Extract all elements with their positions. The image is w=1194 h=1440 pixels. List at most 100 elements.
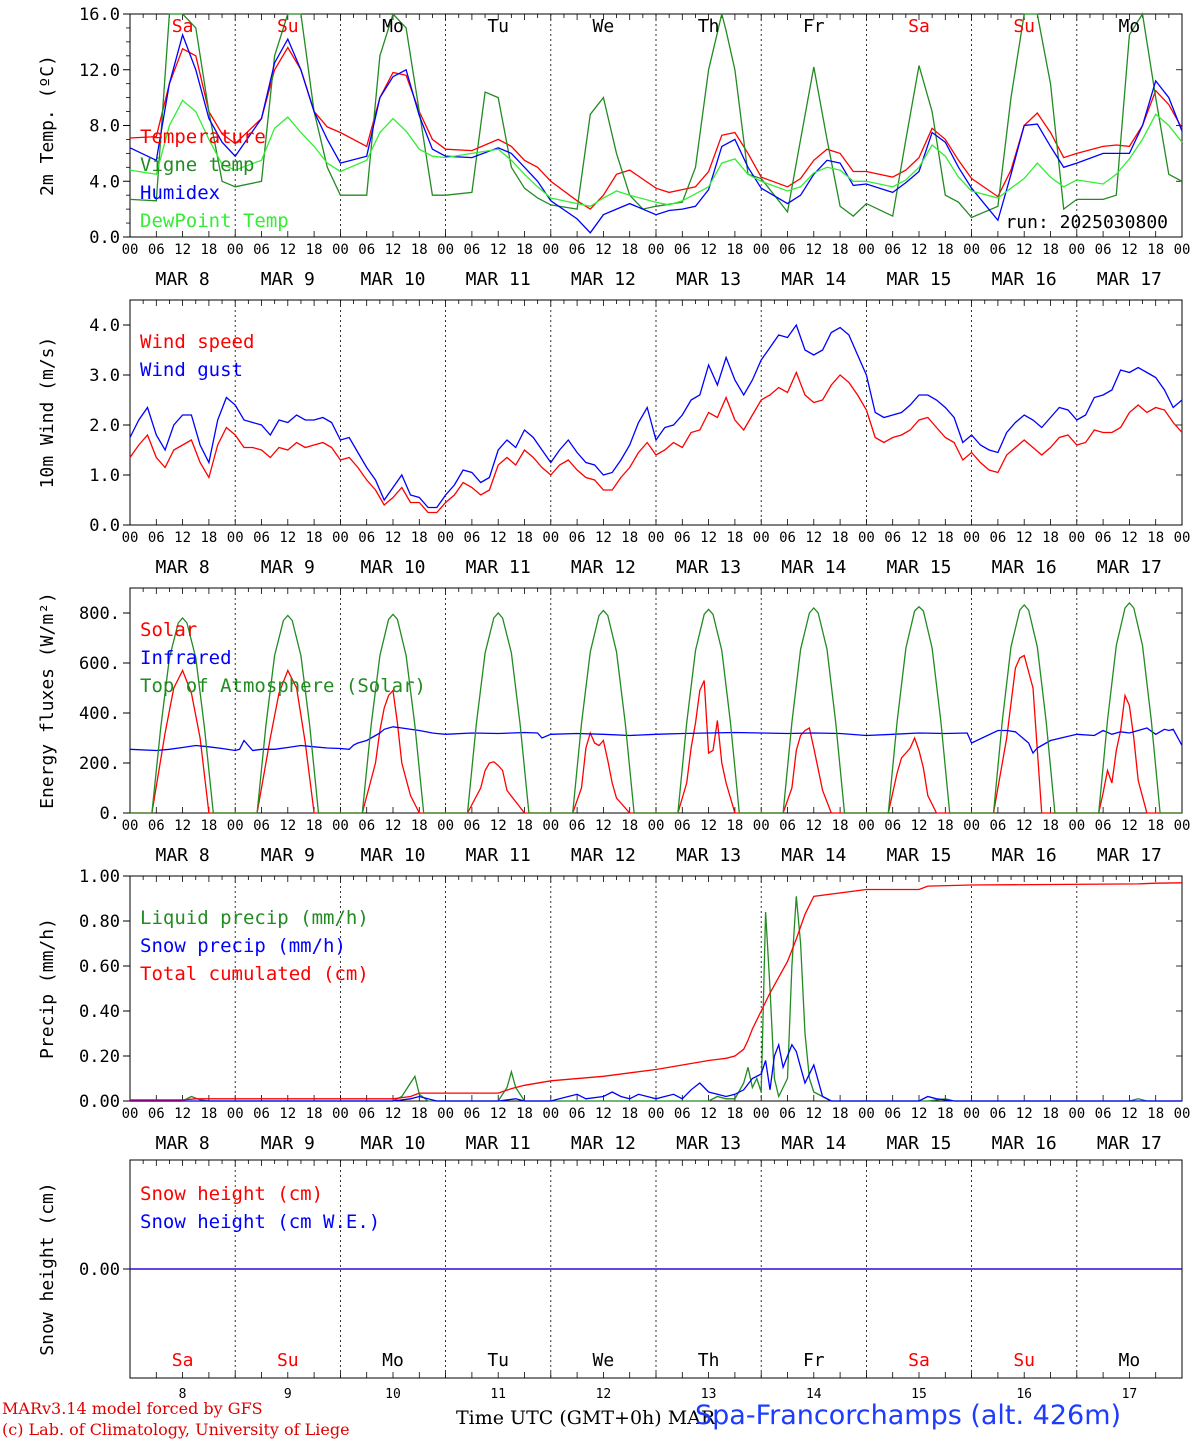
hour-label: 06: [253, 1106, 270, 1122]
date-label: MAR 13: [676, 269, 741, 290]
hour-label: 12: [595, 242, 612, 258]
hour-label: 06: [148, 530, 165, 546]
hour-label: 12: [490, 818, 507, 834]
hour-label: 00: [227, 530, 244, 546]
hour-label: 12: [490, 1106, 507, 1122]
hour-label: 12: [805, 1106, 822, 1122]
weekday-label: Su: [277, 16, 299, 37]
y-tick-label: 600.: [79, 654, 120, 674]
hour-label: 18: [621, 530, 638, 546]
hour-label: 18: [516, 242, 533, 258]
hour-label: 12: [911, 242, 928, 258]
y-axis-label: Energy fluxes (W/m²): [37, 592, 58, 809]
date-label: MAR 14: [781, 269, 846, 290]
date-label: MAR 11: [466, 1133, 531, 1154]
panel-1: 0.0 4.0 8.0 12.0 16.0 2m Temp. (ºC) Temperatur…: [37, 5, 1190, 290]
hour-label: 06: [1095, 242, 1112, 258]
hour-label: 00: [858, 242, 875, 258]
day-number-label: 11: [490, 1387, 506, 1402]
day-number-label: 8: [179, 1387, 187, 1402]
hour-label: 00: [963, 1106, 980, 1122]
date-label: MAR 11: [466, 557, 531, 578]
hour-label: 18: [937, 1106, 954, 1122]
series-line: [130, 654, 1182, 814]
hour-label: 18: [937, 530, 954, 546]
hour-label: 12: [279, 242, 296, 258]
hour-label: 00: [858, 530, 875, 546]
hour-label: 18: [1042, 242, 1059, 258]
legend-entry: Infrared: [140, 647, 232, 669]
hour-label: 18: [1042, 530, 1059, 546]
hour-label: 12: [1121, 242, 1138, 258]
hour-label: 00: [1068, 530, 1085, 546]
day-number-label: 17: [1122, 1387, 1138, 1402]
date-label: MAR 14: [781, 1133, 846, 1154]
weekday-label: Sa: [172, 16, 194, 37]
hour-label: 06: [884, 242, 901, 258]
hour-label: 06: [989, 818, 1006, 834]
hour-label: 12: [700, 1106, 717, 1122]
hour-label: 00: [122, 1106, 139, 1122]
hour-label: 12: [700, 242, 717, 258]
legend-entry: Solar: [140, 619, 197, 641]
hour-label: 12: [805, 818, 822, 834]
series-line: [130, 602, 1182, 814]
hour-label: 12: [1121, 1106, 1138, 1122]
hour-label: 00: [1174, 530, 1191, 546]
legend-entry: Liquid precip (mm/h): [140, 907, 369, 929]
y-axis-label: Precip (mm/h): [37, 918, 58, 1059]
hour-label: 12: [700, 818, 717, 834]
hour-label: 06: [148, 1106, 165, 1122]
date-label: MAR 8: [156, 845, 210, 866]
weekday-label: Th: [698, 16, 720, 37]
hour-label: 06: [884, 818, 901, 834]
hour-label: 00: [1174, 1106, 1191, 1122]
y-tick-label: 400.: [79, 704, 120, 724]
date-label: MAR 15: [886, 1133, 951, 1154]
date-label: MAR 15: [886, 557, 951, 578]
panel-2: 0.0 1.0 2.0 3.0 4.0 10m Wind (m/s) Wind speed W…: [37, 299, 1191, 578]
date-label: MAR 10: [360, 269, 425, 290]
date-label: MAR 17: [1097, 269, 1162, 290]
legend-entry: Vigne temp: [140, 154, 254, 176]
hour-label: 06: [463, 242, 480, 258]
hour-label: 00: [542, 1106, 559, 1122]
hour-label: 00: [332, 242, 349, 258]
hour-label: 00: [332, 1106, 349, 1122]
hour-label: 06: [569, 818, 586, 834]
date-label: MAR 11: [466, 269, 531, 290]
hour-label: 18: [306, 530, 323, 546]
weekday-label: Su: [277, 1350, 299, 1371]
panel-5: 0.00 Snow height (cm) Snow height (cm) Snow…: [37, 1159, 1183, 1402]
hour-label: 00: [753, 530, 770, 546]
date-label: MAR 13: [676, 557, 741, 578]
hour-label: 12: [385, 530, 402, 546]
date-label: MAR 16: [992, 557, 1057, 578]
legend-entry: Total cumulated (cm): [140, 963, 369, 985]
y-tick-label: 2.0: [89, 416, 120, 436]
y-tick-label: 0.80: [79, 912, 120, 932]
hour-label: 12: [1121, 818, 1138, 834]
weekday-label: Sa: [908, 1350, 930, 1371]
date-label: MAR 11: [466, 845, 531, 866]
hour-label: 00: [1174, 242, 1191, 258]
hour-label: 06: [989, 1106, 1006, 1122]
y-tick-label: 0.00: [79, 1260, 120, 1280]
panel-4: 0.00 0.20 0.40 0.60 0.80 1.00 Precip (mm/h) Liq…: [37, 867, 1190, 1154]
hour-label: 06: [253, 530, 270, 546]
hour-label: 00: [1068, 242, 1085, 258]
hour-label: 12: [279, 1106, 296, 1122]
date-label: MAR 13: [676, 1133, 741, 1154]
y-tick-label: 1.00: [79, 867, 120, 887]
legend-entry: Top of Atmosphere (Solar): [140, 675, 426, 697]
hour-label: 00: [437, 242, 454, 258]
date-label: MAR 10: [360, 1133, 425, 1154]
weekday-label: Mo: [382, 16, 404, 37]
hour-label: 12: [385, 1106, 402, 1122]
hour-label: 18: [1042, 1106, 1059, 1122]
hour-label: 18: [832, 1106, 849, 1122]
series-line: [129, 323, 1183, 509]
legend-entry: Wind speed: [140, 331, 254, 353]
legend-entry: Snow height (cm): [140, 1183, 323, 1205]
hour-label: 06: [463, 818, 480, 834]
